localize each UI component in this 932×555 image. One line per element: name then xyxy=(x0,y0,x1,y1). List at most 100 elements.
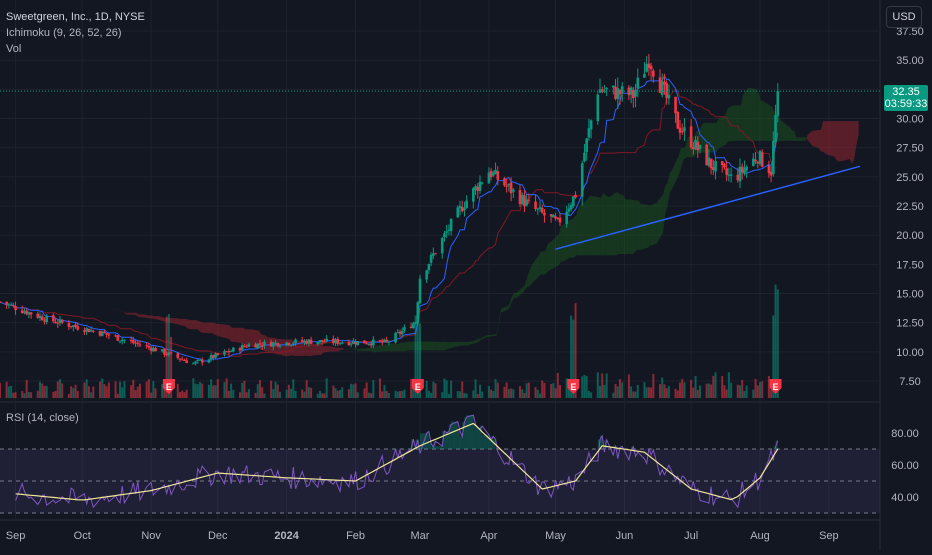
candle-body xyxy=(456,207,459,217)
candle-body xyxy=(481,183,484,184)
volume-bar xyxy=(75,385,77,398)
ichimoku-cloud xyxy=(283,339,290,356)
candle-body xyxy=(201,359,204,362)
ichimoku-cloud xyxy=(588,196,590,255)
volume-bar xyxy=(366,383,368,398)
volume-bar xyxy=(588,391,590,398)
candle-body xyxy=(510,183,513,194)
ichimoku-cloud xyxy=(556,235,558,266)
candle-body xyxy=(303,341,306,342)
volume-bar xyxy=(446,380,448,398)
ichimoku-cloud xyxy=(514,293,516,298)
candle-body xyxy=(310,340,313,344)
rsi-legend[interactable]: RSI (14, close) xyxy=(6,411,79,425)
ichimoku-cloud xyxy=(719,115,726,148)
ichimoku-cloud xyxy=(601,193,603,255)
candle-body xyxy=(139,344,142,345)
volume-bar xyxy=(130,385,132,398)
volume-bar xyxy=(123,381,125,398)
currency-button[interactable]: USD xyxy=(886,6,922,28)
candle-body xyxy=(768,165,771,173)
ichimoku-cloud xyxy=(592,196,594,255)
ichimoku-cloud xyxy=(648,205,650,248)
candle-body xyxy=(85,328,88,331)
volume-bar xyxy=(352,384,354,398)
candle-body xyxy=(523,195,526,206)
candle-body xyxy=(503,178,506,185)
volume-bar xyxy=(652,374,654,398)
volume-bar xyxy=(403,390,405,398)
candle-body xyxy=(723,164,726,167)
candle-body xyxy=(52,315,55,321)
ichimoku-cloud xyxy=(230,326,232,342)
ichimoku-cloud xyxy=(403,343,405,352)
candle-body xyxy=(239,348,242,351)
volume-bar xyxy=(508,389,510,398)
volume-bar xyxy=(317,394,319,398)
volume-bar xyxy=(759,382,761,398)
candle-body xyxy=(254,344,257,347)
volume-bar xyxy=(581,376,583,398)
candle-body xyxy=(365,343,368,344)
volume-bar xyxy=(666,388,668,398)
candle-body xyxy=(261,345,264,346)
volume-bar xyxy=(761,381,763,398)
volume-bar xyxy=(106,386,108,398)
candle-body xyxy=(774,115,777,142)
candle-body xyxy=(108,334,111,335)
ichimoku-cloud xyxy=(401,343,403,352)
candle-body xyxy=(161,349,164,351)
volume-bar xyxy=(715,372,717,398)
ichimoku-cloud xyxy=(170,318,172,323)
volume-bar xyxy=(137,387,139,398)
candle-body xyxy=(339,343,342,344)
candle-body xyxy=(243,346,246,347)
volume-bar xyxy=(259,380,261,398)
volume-bar xyxy=(46,386,48,398)
volume-bar xyxy=(272,389,274,398)
candle-body xyxy=(212,355,215,358)
candle-body xyxy=(479,182,482,191)
candle-body xyxy=(152,348,155,351)
candle-body xyxy=(272,343,275,347)
volume-bar xyxy=(348,389,350,398)
ichimoku-cloud xyxy=(216,324,218,336)
volume-bar xyxy=(103,384,105,398)
candle-body xyxy=(612,86,615,88)
ichimoku-cloud xyxy=(281,339,283,356)
ichimoku-cloud xyxy=(839,121,841,161)
candle-body xyxy=(381,341,384,343)
volume-bar xyxy=(208,385,210,398)
candle-body xyxy=(323,342,326,343)
candle-body xyxy=(708,158,711,166)
candle-body xyxy=(256,344,259,349)
ichimoku-cloud xyxy=(759,94,761,141)
volume-bar xyxy=(255,393,257,398)
ichimoku-cloud xyxy=(843,121,850,161)
ichimoku-legend[interactable]: Ichimoku (9, 26, 52, 26) xyxy=(6,26,122,40)
ichimoku-cloud xyxy=(405,342,407,351)
candle-body xyxy=(619,90,622,94)
candle-body xyxy=(519,190,522,204)
volume-bar xyxy=(28,392,30,398)
volume-bar xyxy=(72,388,74,398)
candle-body xyxy=(316,342,319,344)
candle-body xyxy=(88,329,91,332)
volume-bar xyxy=(746,386,748,398)
volume-legend[interactable]: Vol xyxy=(6,42,21,56)
volume-bar xyxy=(712,376,714,398)
candle-body xyxy=(145,345,148,346)
volume-bar xyxy=(132,380,134,398)
volume-bar xyxy=(648,387,650,398)
volume-bar xyxy=(290,389,292,398)
volume-bar xyxy=(597,372,599,398)
volume-bar xyxy=(599,386,601,398)
candle-body xyxy=(445,231,448,232)
candle-body xyxy=(130,340,133,341)
ichimoku-cloud xyxy=(594,196,601,255)
candle-body xyxy=(659,77,662,92)
candle-body xyxy=(70,326,73,327)
candle-body xyxy=(434,253,437,254)
